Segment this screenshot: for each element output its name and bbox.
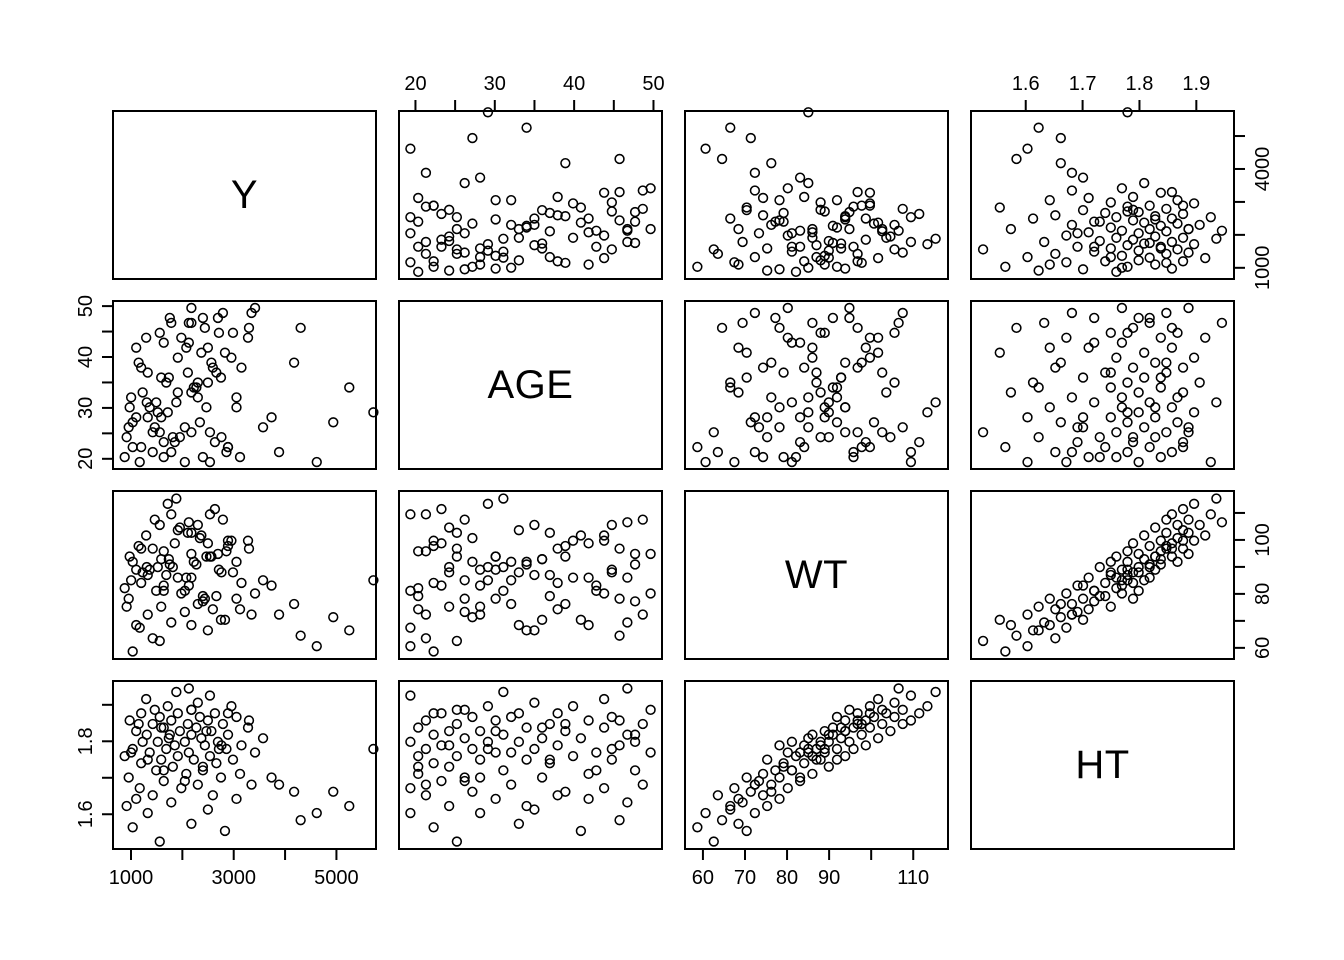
svg-text:1.7: 1.7 bbox=[1069, 73, 1097, 95]
diag-label-AGE: AGE bbox=[487, 362, 574, 407]
scatter-points-Y-vs-AGE bbox=[405, 107, 656, 278]
diag-label-Y: Y bbox=[230, 172, 259, 217]
scatter-points-HT-vs-Y bbox=[119, 683, 379, 847]
svg-text:1.6: 1.6 bbox=[1012, 73, 1040, 95]
svg-text:1.8: 1.8 bbox=[1126, 73, 1154, 95]
scatter-panel-Y-vs-WT bbox=[684, 107, 949, 280]
svg-text:1.8: 1.8 bbox=[75, 727, 97, 755]
svg-text:90: 90 bbox=[818, 867, 840, 889]
svg-text:100: 100 bbox=[1252, 523, 1274, 556]
scatter-panel-WT-vs-HT bbox=[970, 490, 1235, 660]
scatter-points-Y-vs-HT bbox=[977, 107, 1228, 278]
scatter-panel-HT-vs-WT bbox=[684, 680, 949, 850]
diag-panel-AGE: AGE bbox=[398, 300, 663, 470]
scatter-panel-AGE-vs-HT bbox=[970, 300, 1235, 470]
scatter-points-AGE-vs-Y bbox=[119, 302, 379, 468]
svg-text:20: 20 bbox=[404, 73, 426, 95]
diag-label-HT: HT bbox=[1075, 742, 1130, 787]
diag-panel-Y: Y bbox=[112, 110, 377, 280]
svg-text:1000: 1000 bbox=[109, 867, 154, 889]
svg-text:40: 40 bbox=[75, 346, 97, 368]
svg-text:110: 110 bbox=[897, 867, 929, 889]
scatter-points-HT-vs-WT bbox=[692, 683, 941, 847]
svg-text:4000: 4000 bbox=[1252, 147, 1274, 192]
scatter-points-WT-vs-HT bbox=[977, 493, 1228, 657]
diag-panel-HT: HT bbox=[970, 680, 1235, 850]
scatter-panel-Y-vs-HT bbox=[970, 107, 1235, 280]
svg-text:50: 50 bbox=[642, 73, 664, 95]
scatter-points-AGE-vs-HT bbox=[977, 302, 1228, 468]
diag-panel-WT: WT bbox=[684, 490, 949, 660]
svg-text:40: 40 bbox=[563, 73, 585, 95]
scatter-panel-HT-vs-AGE bbox=[398, 680, 663, 850]
scatter-panel-Y-vs-AGE bbox=[398, 107, 663, 280]
svg-text:1000: 1000 bbox=[1252, 246, 1274, 291]
svg-text:30: 30 bbox=[75, 397, 97, 419]
svg-text:1.6: 1.6 bbox=[75, 800, 97, 828]
svg-text:1.9: 1.9 bbox=[1182, 73, 1210, 95]
scatter-points-WT-vs-Y bbox=[119, 493, 379, 657]
svg-text:30: 30 bbox=[484, 73, 506, 95]
svg-text:80: 80 bbox=[776, 867, 798, 889]
diag-label-WT: WT bbox=[784, 552, 849, 597]
scatter-panel-WT-vs-AGE bbox=[398, 490, 663, 660]
scatter-points-Y-vs-WT bbox=[692, 107, 941, 278]
scatter-panel-HT-vs-Y bbox=[112, 680, 379, 850]
scatter-panel-AGE-vs-WT bbox=[684, 300, 949, 470]
scatter-points-AGE-vs-WT bbox=[692, 302, 941, 468]
svg-text:5000: 5000 bbox=[314, 867, 359, 889]
scatter-panel-AGE-vs-Y bbox=[112, 300, 379, 470]
svg-text:50: 50 bbox=[75, 295, 97, 317]
svg-text:70: 70 bbox=[734, 867, 756, 889]
svg-text:80: 80 bbox=[1252, 583, 1274, 605]
svg-text:60: 60 bbox=[692, 867, 714, 889]
svg-text:3000: 3000 bbox=[211, 867, 256, 889]
scatter-points-WT-vs-AGE bbox=[405, 493, 656, 657]
svg-text:20: 20 bbox=[75, 448, 97, 470]
svg-text:60: 60 bbox=[1252, 637, 1274, 659]
scatter-panel-WT-vs-Y bbox=[112, 490, 379, 660]
scatter-points-HT-vs-AGE bbox=[405, 683, 656, 847]
